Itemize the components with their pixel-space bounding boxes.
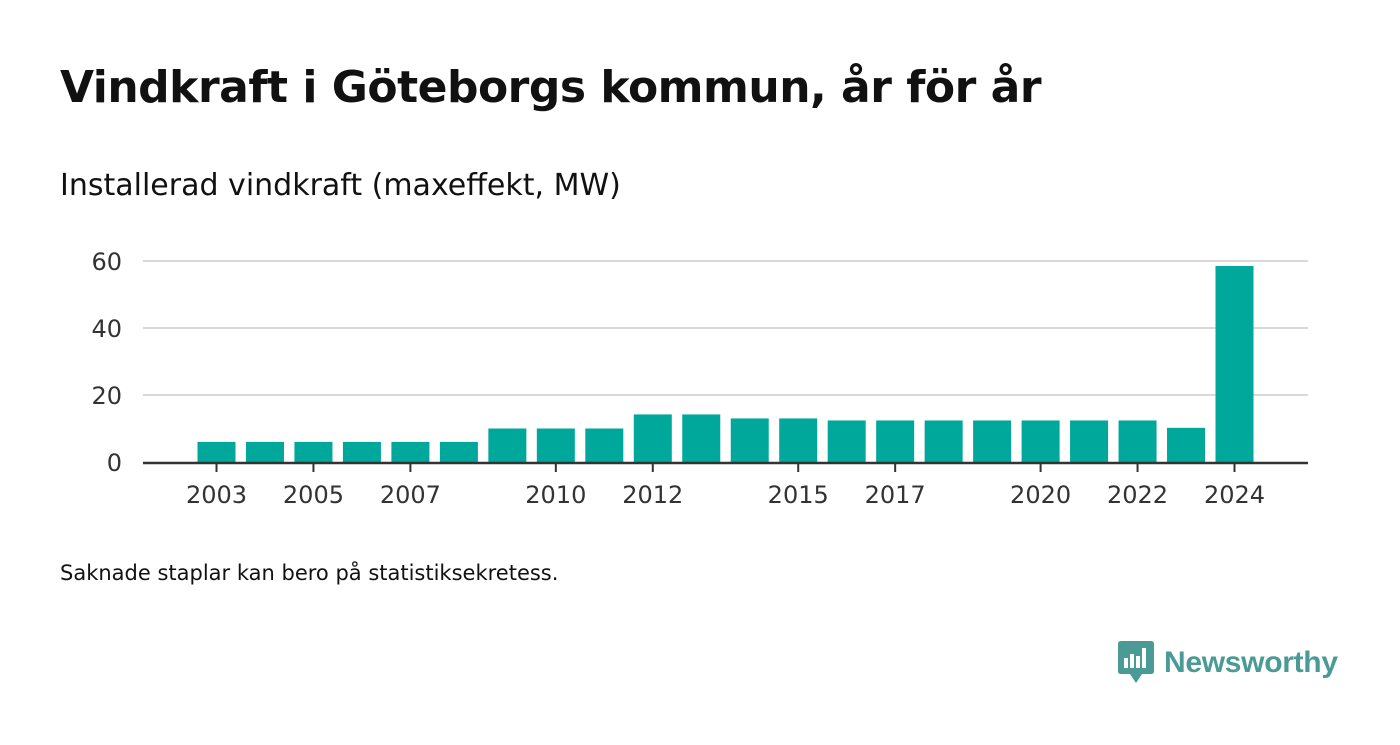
brand-logo: Newsworthy (1118, 641, 1338, 685)
x-tick-label: 2012 (622, 481, 683, 509)
y-tick-label: 0 (107, 449, 122, 477)
bar-2008 (439, 441, 478, 462)
bar-2016 (827, 420, 866, 462)
brand-name: Newsworthy (1164, 646, 1338, 679)
bar-2005 (294, 441, 333, 462)
x-tick-label: 2017 (865, 481, 926, 509)
bar-2003 (197, 441, 236, 462)
bar-2019 (973, 420, 1012, 462)
bar-2012 (633, 414, 672, 462)
bar-2009 (488, 428, 527, 462)
x-tick-label: 2015 (768, 481, 829, 509)
bar-2017 (876, 420, 915, 462)
x-tick-label: 2024 (1204, 481, 1265, 509)
x-tick-label: 2007 (380, 481, 441, 509)
bar-2014 (730, 418, 769, 462)
x-tick-label: 2022 (1107, 481, 1168, 509)
bar-2004 (245, 441, 284, 462)
x-tick-label: 2003 (186, 481, 247, 509)
bar-2018 (924, 420, 963, 462)
x-tick-label: 2010 (525, 481, 586, 509)
bar-2020 (1021, 420, 1060, 462)
x-tick-label: 2020 (1010, 481, 1071, 509)
bar-2015 (779, 418, 818, 462)
y-tick-label: 40 (91, 315, 122, 343)
bar-2021 (1070, 420, 1109, 462)
bar-2024 (1215, 266, 1254, 462)
x-tick-label: 2005 (283, 481, 344, 509)
bar-2011 (585, 428, 624, 462)
bar-2006 (342, 441, 381, 462)
bar-2010 (536, 428, 575, 462)
chart-title: Vindkraft i Göteborgs kommun, år för år (60, 62, 1042, 113)
gridlines (143, 260, 1308, 396)
bars (197, 266, 1254, 462)
y-axis-ticks: 0 20 40 60 (91, 248, 122, 477)
newsworthy-logo-icon (1118, 641, 1154, 683)
y-tick-label: 60 (91, 248, 122, 276)
bar-2007 (391, 441, 430, 462)
footnote: Saknade staplar kan bero på statistiksek… (60, 561, 559, 585)
bar-2022 (1118, 420, 1157, 462)
y-tick-label: 20 (91, 382, 122, 410)
x-axis-ticks: 2003 2005 2007 2010 2012 2015 2017 2020 2022 2024 (186, 463, 1265, 509)
bar-2023 (1167, 427, 1206, 462)
chart-subtitle: Installerad vindkraft (maxeffekt, MW) (60, 168, 621, 203)
bar-2013 (682, 414, 721, 462)
